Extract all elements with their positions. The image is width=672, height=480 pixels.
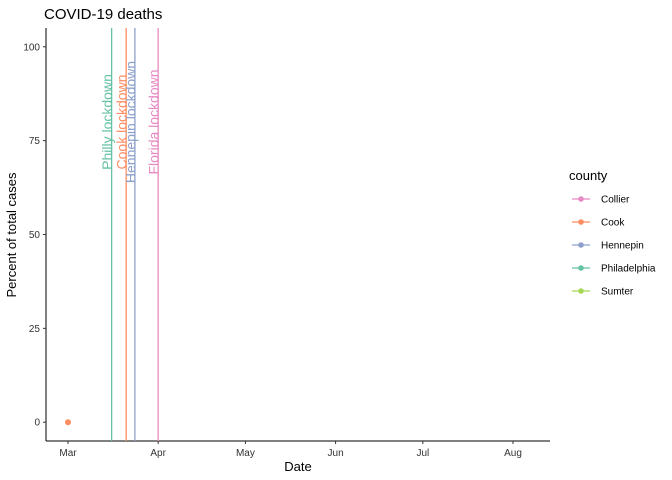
legend-key-point xyxy=(578,196,584,202)
lockdown-label: Hennepin lockdown xyxy=(122,61,138,183)
lockdown-label: Florida lockdown xyxy=(146,69,162,174)
x-tick-label: Jun xyxy=(328,448,344,459)
y-tick-label: 75 xyxy=(29,136,41,147)
legend-key-point xyxy=(578,265,584,271)
legend-label: Philadelphia xyxy=(601,264,656,275)
y-axis-title: Percent of total cases xyxy=(4,172,19,298)
x-tick-label: Aug xyxy=(504,448,522,459)
y-tick-label: 100 xyxy=(23,42,40,53)
x-tick-label: Apr xyxy=(150,448,166,459)
lockdown-label: Cook lockdown xyxy=(114,75,130,170)
y-tick-label: 0 xyxy=(34,418,40,429)
legend-label: Collier xyxy=(601,195,630,206)
x-axis-title: Date xyxy=(284,459,311,474)
legend-label: Hennepin xyxy=(601,241,644,252)
y-tick-label: 50 xyxy=(29,230,41,241)
legend-label: Sumter xyxy=(601,287,634,298)
data-point xyxy=(65,419,71,426)
plot-area: 0 25 50 75 100 Mar Apr May Jun Jul Aug Philly loc… xyxy=(23,28,550,459)
legend: county Collier Cook Hennepin Philadelphia Su… xyxy=(569,168,656,298)
x-tick-label: Jul xyxy=(416,448,429,459)
x-tick-label: Mar xyxy=(59,448,77,459)
chart-title: COVID-19 deaths xyxy=(44,6,162,23)
legend-key-point xyxy=(578,288,584,294)
y-tick-label: 25 xyxy=(29,324,41,335)
legend-key-point xyxy=(578,242,584,248)
legend-label: Cook xyxy=(601,218,625,229)
legend-key-point xyxy=(578,219,584,225)
legend-title: county xyxy=(569,168,608,183)
x-tick-label: May xyxy=(236,448,255,459)
lockdown-label: Philly lockdown xyxy=(99,74,115,170)
